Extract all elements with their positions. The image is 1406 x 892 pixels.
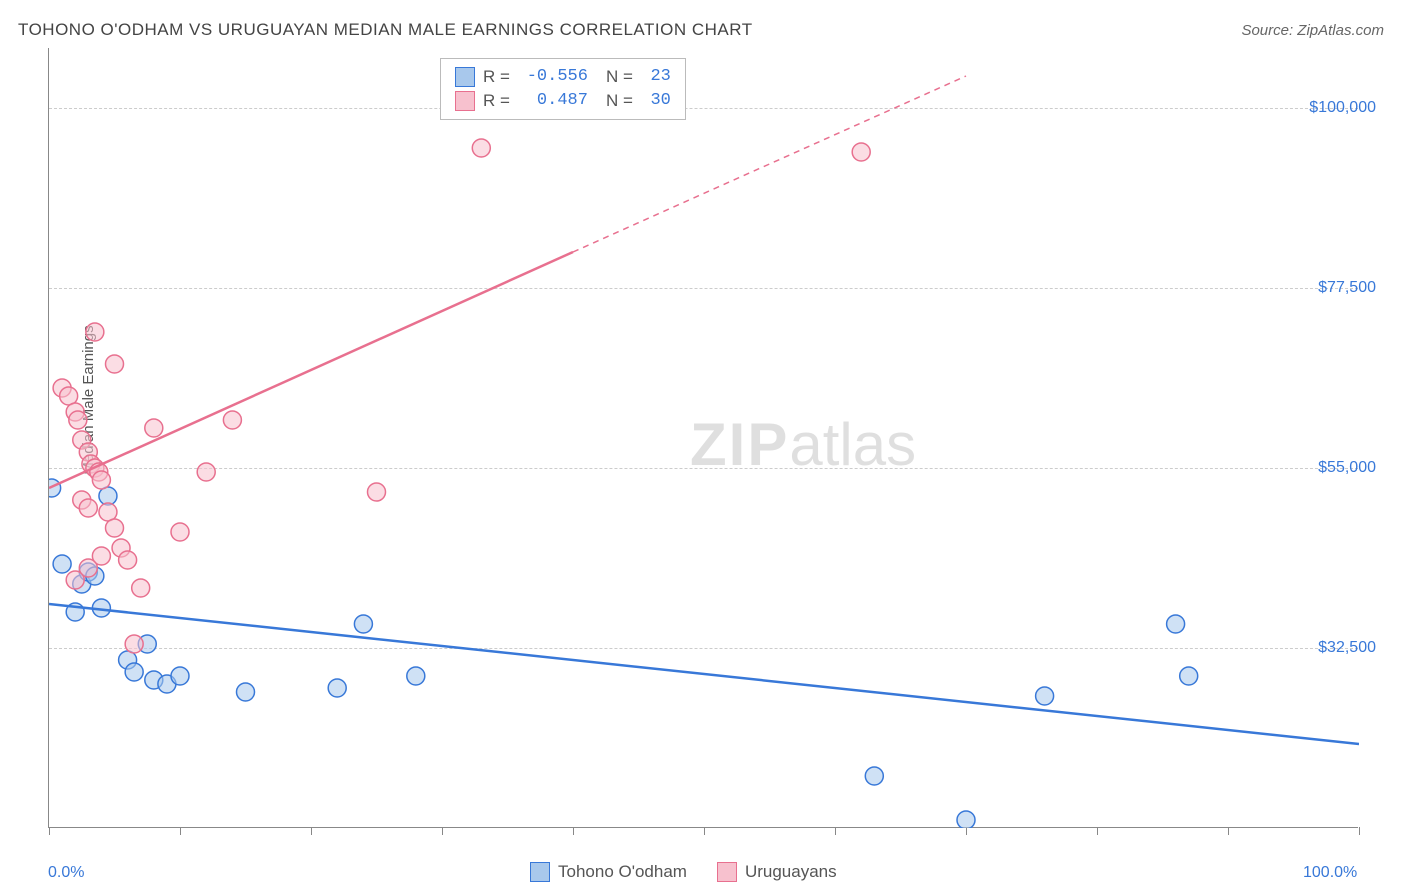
data-point [86,323,104,341]
data-point [1167,615,1185,633]
x-tick [966,827,967,835]
legend-swatch [455,91,475,111]
data-point [119,551,137,569]
data-point [328,679,346,697]
x-tick [704,827,705,835]
legend-series-name: Uruguayans [745,862,837,882]
y-tick-label: $32,500 [1318,639,1376,657]
x-tick [1359,827,1360,835]
trend-line [49,604,1359,744]
source-label: Source: ZipAtlas.com [1241,22,1384,39]
data-point [237,683,255,701]
data-point [125,635,143,653]
data-point [197,463,215,481]
x-tick [1097,827,1098,835]
data-point [957,811,975,828]
data-point [79,499,97,517]
legend-r-value: -0.556 [518,65,588,89]
x-tick [573,827,574,835]
series-legend: Tohono O'odham Uruguayans [530,862,837,882]
data-point [223,411,241,429]
legend-n-value: 30 [641,89,671,113]
x-axis-min: 0.0% [48,864,84,882]
legend-n-label: N = [606,65,633,89]
legend-r-label: R = [483,89,510,113]
y-tick-label: $55,000 [1318,459,1376,477]
legend-item: Tohono O'odham [530,862,687,882]
x-tick [442,827,443,835]
legend-series-name: Tohono O'odham [558,862,687,882]
data-point [407,667,425,685]
plot-area [48,48,1358,828]
legend-swatch [455,67,475,87]
data-point [66,571,84,589]
data-point [852,143,870,161]
data-point [125,663,143,681]
x-tick [180,827,181,835]
data-point [865,767,883,785]
chart-svg [49,48,1359,828]
legend-item: Uruguayans [717,862,837,882]
legend-swatch [717,862,737,882]
legend-n-value: 23 [641,65,671,89]
data-point [145,419,163,437]
correlation-legend: R = -0.556 N = 23 R = 0.487 N = 30 [440,58,686,120]
chart-title: TOHONO O'ODHAM VS URUGUAYAN MEDIAN MALE … [18,20,753,40]
legend-swatch [530,862,550,882]
data-point [1180,667,1198,685]
data-point [1036,687,1054,705]
data-point [368,483,386,501]
data-point [106,355,124,373]
trend-line [49,252,573,488]
data-point [106,519,124,537]
data-point [171,667,189,685]
x-tick [1228,827,1229,835]
legend-row: R = -0.556 N = 23 [455,65,671,89]
x-axis-max: 100.0% [1303,864,1357,882]
data-point [92,471,110,489]
data-point [354,615,372,633]
x-tick [835,827,836,835]
y-tick-label: $77,500 [1318,279,1376,297]
data-point [53,555,71,573]
legend-r-value: 0.487 [518,89,588,113]
data-point [171,523,189,541]
y-tick-label: $100,000 [1309,99,1376,117]
legend-r-label: R = [483,65,510,89]
data-point [69,411,87,429]
data-point [132,579,150,597]
legend-n-label: N = [606,89,633,113]
x-tick [49,827,50,835]
legend-row: R = 0.487 N = 30 [455,89,671,113]
x-tick [311,827,312,835]
data-point [472,139,490,157]
